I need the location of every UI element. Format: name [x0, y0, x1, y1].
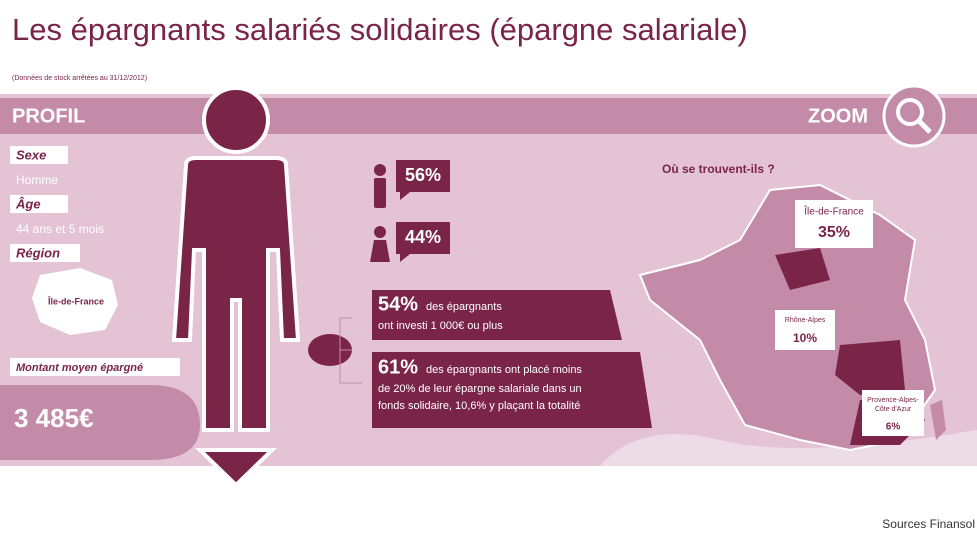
zoom-icon[interactable]	[882, 84, 946, 148]
bubble	[396, 222, 450, 262]
bubble	[396, 160, 450, 200]
women-share: 44%	[405, 227, 441, 247]
fact-text: des épargnants ont placé moins	[426, 364, 582, 376]
wave	[600, 430, 977, 466]
zoom-lens	[896, 98, 924, 126]
woman-icon	[370, 226, 390, 262]
label: Âge	[15, 196, 41, 211]
tab	[10, 358, 180, 376]
tab	[10, 244, 80, 262]
header-band	[0, 98, 977, 134]
label: Sexe	[16, 147, 46, 162]
amount-blob	[0, 385, 200, 460]
corsica	[930, 400, 946, 440]
value: Homme	[16, 173, 58, 187]
fact-value: 61%	[378, 356, 418, 378]
fact-text: fonds solidaire, 10,6% y plaçant la tota…	[378, 400, 580, 412]
map-question: Où se trouvent-ils ?	[662, 162, 775, 176]
region-value: 35%	[818, 224, 850, 241]
region-name: Rhône-Alpes	[785, 317, 826, 324]
region-name: Île-de-France	[47, 295, 104, 306]
region-ra	[835, 340, 905, 395]
zoom-heading: ZOOM	[808, 105, 868, 127]
person	[171, 86, 301, 432]
arrow	[195, 448, 277, 488]
region-idf	[775, 248, 830, 290]
region-map	[32, 268, 118, 335]
men-share: 56%	[405, 165, 441, 185]
region-name: Île-de-France	[803, 205, 864, 218]
fact-text: de 20% de leur épargne salariale dans un	[378, 383, 582, 395]
label: Montant moyen épargné	[16, 362, 143, 374]
fact-text: ont investi 1 000€ ou plus	[378, 320, 503, 332]
region-value: 10%	[793, 331, 817, 345]
profil-heading: PROFIL	[12, 105, 85, 127]
label: Région	[16, 245, 60, 260]
fact-text: des épargnants	[426, 301, 502, 313]
callout	[795, 200, 873, 248]
fact-box	[372, 290, 622, 340]
region-name: Côte d'Azur	[875, 406, 912, 413]
subtitle: (Données de stock arrêtées au 31/12/2012…	[12, 75, 147, 82]
fact-value: 54%	[378, 293, 418, 315]
amount: 3 485€	[14, 403, 94, 433]
fact-box	[372, 352, 652, 428]
zoom-handle	[917, 119, 932, 134]
region-value: 6%	[886, 422, 901, 433]
tab	[10, 146, 68, 164]
callout	[775, 310, 835, 350]
source: Sources Finansol	[882, 517, 975, 531]
value: 44 ans et 5 mois	[16, 222, 104, 236]
connector	[339, 317, 362, 384]
title: Les épargnants salariés solidaires (épar…	[12, 12, 748, 47]
callout	[862, 390, 924, 436]
tab	[10, 195, 68, 213]
man-icon	[374, 164, 386, 208]
region-name: Provence-Alpes-	[867, 397, 919, 404]
piggy-bank	[308, 334, 352, 366]
